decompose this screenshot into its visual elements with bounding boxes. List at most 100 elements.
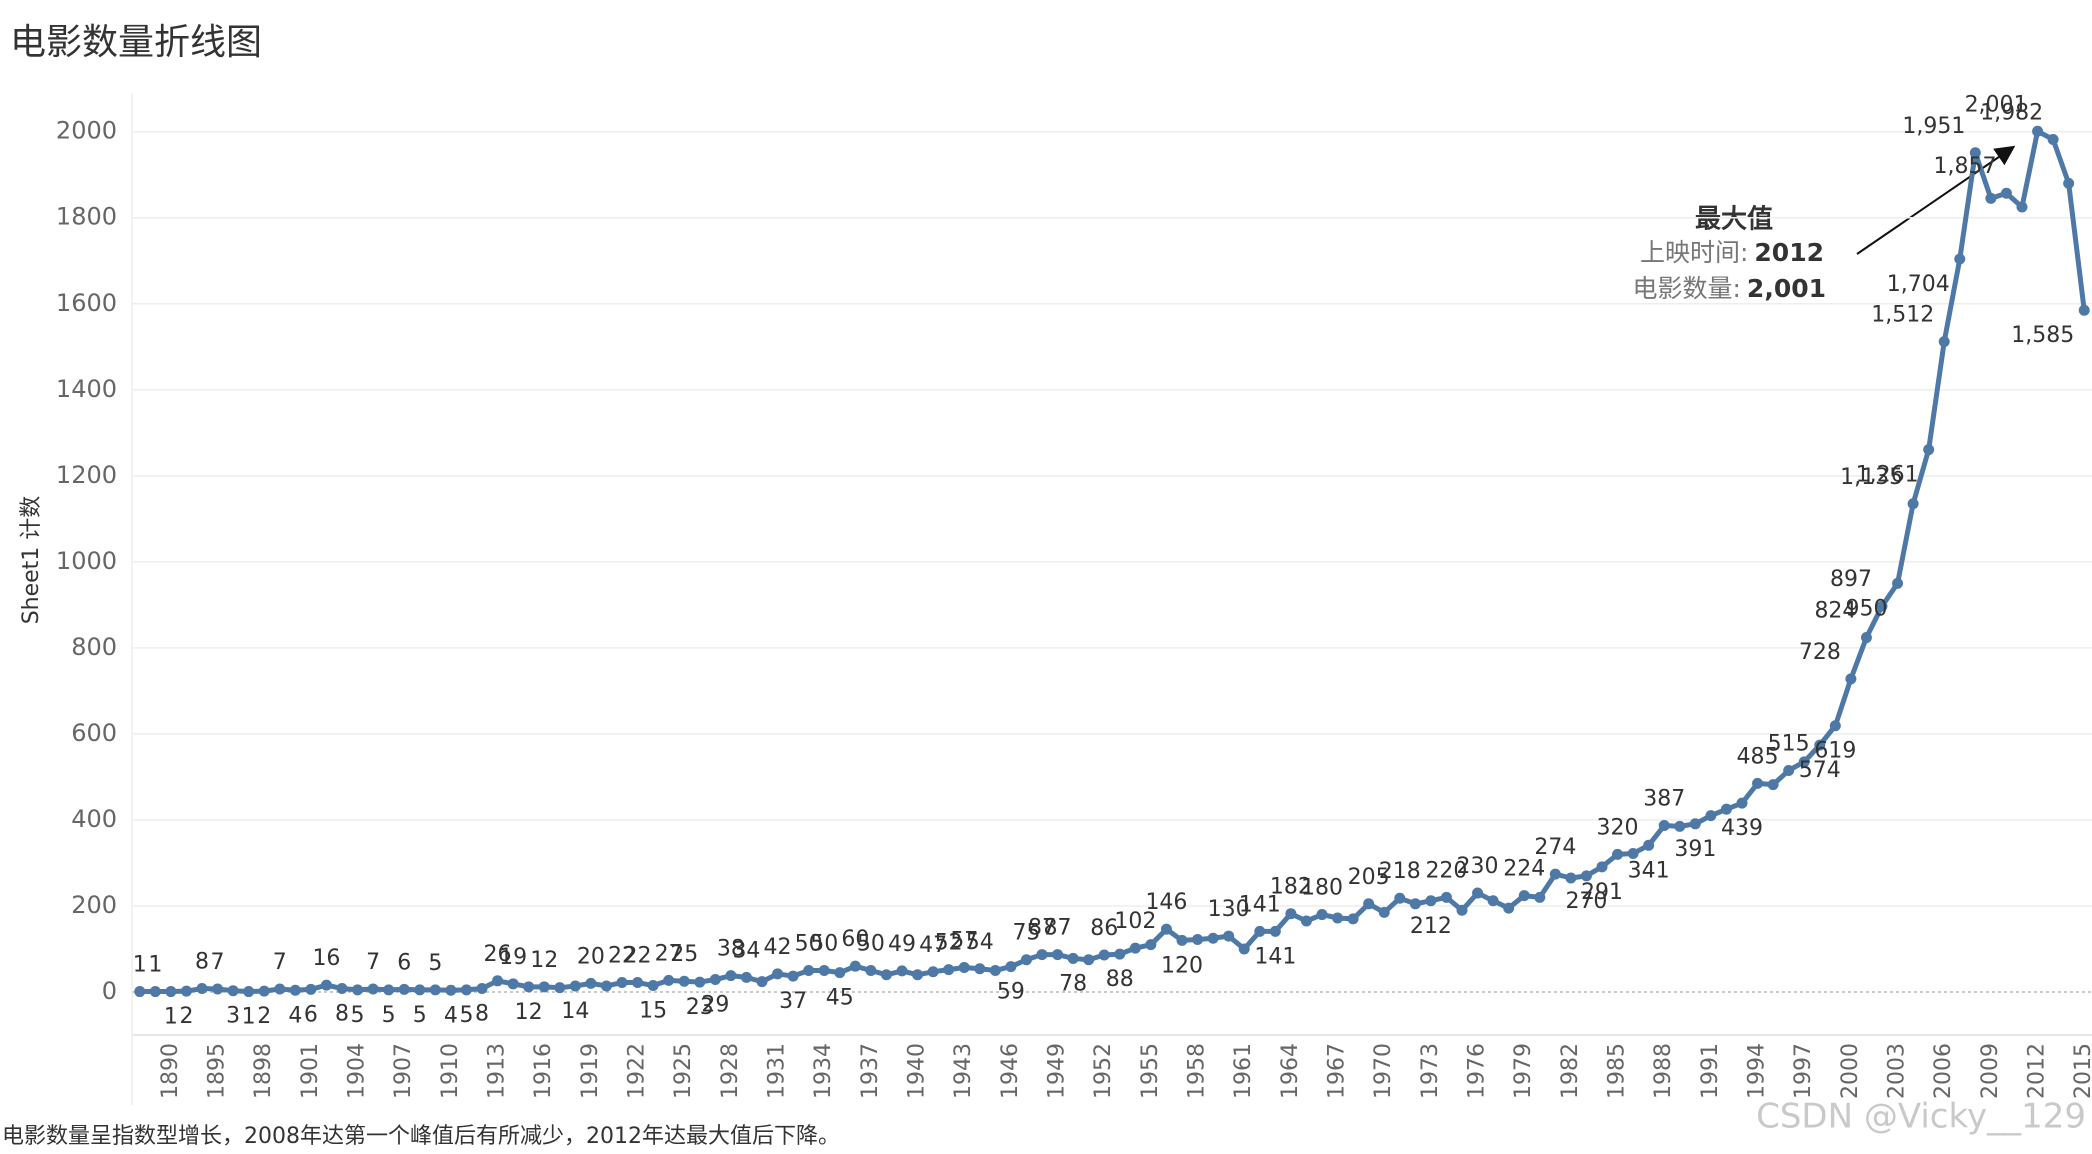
point bbox=[1907, 498, 1919, 510]
point bbox=[585, 977, 597, 989]
data-label: 59 bbox=[997, 980, 1025, 1005]
point bbox=[538, 981, 550, 993]
data-label: 8 bbox=[475, 1002, 489, 1027]
data-label: 50 bbox=[810, 931, 838, 956]
point bbox=[1565, 872, 1577, 884]
point bbox=[1160, 923, 1172, 935]
data-label: 22 bbox=[608, 944, 636, 969]
point bbox=[1472, 887, 1484, 899]
annotation-title: 最大值 bbox=[1695, 205, 1773, 235]
data-label: 515 bbox=[1768, 731, 1810, 756]
point bbox=[1347, 913, 1359, 925]
data-label: 75 bbox=[1012, 921, 1040, 946]
data-label: 29 bbox=[701, 993, 729, 1018]
point bbox=[1627, 847, 1639, 859]
point bbox=[1378, 906, 1390, 918]
x-tick-label: 1895 bbox=[205, 1043, 230, 1099]
x-tick-label: 1913 bbox=[485, 1043, 510, 1099]
point bbox=[1705, 810, 1717, 822]
x-tick-label: 1952 bbox=[1091, 1043, 1116, 1099]
point bbox=[1409, 898, 1421, 910]
point bbox=[989, 964, 1001, 976]
point bbox=[2016, 201, 2028, 213]
point bbox=[880, 969, 892, 981]
point bbox=[492, 975, 504, 987]
point bbox=[725, 970, 737, 982]
y-tick-label: 1800 bbox=[56, 203, 117, 231]
data-label: 5 bbox=[382, 1003, 396, 1028]
x-tick-label: 1934 bbox=[811, 1043, 836, 1099]
point bbox=[289, 984, 301, 996]
point bbox=[1254, 925, 1266, 937]
point bbox=[1098, 949, 1110, 961]
watermark: CSDN @Vicky__129 bbox=[1756, 1097, 2086, 1137]
x-tick-label: 1916 bbox=[531, 1043, 556, 1099]
point bbox=[398, 983, 410, 995]
point bbox=[678, 975, 690, 987]
data-label: 47 bbox=[919, 933, 947, 958]
data-label: 320 bbox=[1597, 815, 1639, 840]
data-label: 14 bbox=[561, 999, 589, 1024]
point bbox=[1192, 934, 1204, 946]
point bbox=[1829, 720, 1841, 732]
data-label: 897 bbox=[1830, 567, 1872, 592]
annotation-value: 2,001 bbox=[1747, 274, 1826, 303]
data-label: 391 bbox=[1674, 837, 1716, 862]
data-label: 42 bbox=[764, 935, 792, 960]
data-label: 205 bbox=[1348, 865, 1390, 890]
y-tick-label: 0 bbox=[102, 977, 117, 1005]
point bbox=[243, 986, 255, 998]
annotation-value: 2012 bbox=[1754, 238, 1824, 267]
point bbox=[1923, 444, 1935, 456]
data-label: 728 bbox=[1799, 640, 1841, 665]
point bbox=[1518, 890, 1530, 902]
x-tick-label: 1964 bbox=[1278, 1043, 1303, 1099]
data-label: 180 bbox=[1301, 876, 1343, 901]
point bbox=[787, 970, 799, 982]
data-label: 50 bbox=[857, 931, 885, 956]
point bbox=[1114, 948, 1126, 960]
point bbox=[1300, 915, 1312, 927]
data-label: 120 bbox=[1161, 953, 1203, 978]
data-label: 3 bbox=[226, 1004, 240, 1029]
point bbox=[1580, 870, 1592, 882]
data-label: 619 bbox=[1814, 739, 1856, 764]
point bbox=[1316, 909, 1328, 921]
data-label: 212 bbox=[1410, 914, 1452, 939]
point bbox=[554, 982, 566, 994]
point bbox=[974, 963, 986, 975]
point bbox=[1176, 934, 1188, 946]
data-label: 87 bbox=[1028, 916, 1056, 941]
data-label: 26 bbox=[484, 942, 512, 967]
data-label: 1,585 bbox=[2011, 323, 2074, 348]
point bbox=[1363, 898, 1375, 910]
x-tick-label: 1958 bbox=[1185, 1043, 1210, 1099]
point bbox=[943, 964, 955, 976]
data-label: 270 bbox=[1565, 889, 1607, 914]
data-label: 141 bbox=[1239, 892, 1281, 917]
point bbox=[1845, 673, 1857, 685]
point bbox=[2063, 177, 2075, 189]
point bbox=[1487, 895, 1499, 907]
point bbox=[1036, 949, 1048, 961]
x-tick-label: 1991 bbox=[1698, 1043, 1723, 1099]
x-tick-label: 1955 bbox=[1138, 1043, 1163, 1099]
point bbox=[1052, 949, 1064, 961]
data-label: 274 bbox=[1534, 835, 1576, 860]
point bbox=[274, 983, 286, 995]
point bbox=[1394, 892, 1406, 904]
point bbox=[2032, 125, 2044, 137]
x-tick-label: 1982 bbox=[1558, 1043, 1583, 1099]
caption: 电影数量呈指数型增长，2008年达第一个峰值后有所减少，2012年达最大值后下降… bbox=[2, 1124, 840, 1149]
data-label: 1 bbox=[133, 953, 147, 978]
point bbox=[1425, 895, 1437, 907]
point bbox=[694, 976, 706, 988]
data-label: 5 bbox=[413, 1003, 427, 1028]
point bbox=[772, 968, 784, 980]
data-label: 950 bbox=[1846, 596, 1888, 621]
x-tick-label: 1919 bbox=[578, 1043, 603, 1099]
point bbox=[367, 983, 379, 995]
point bbox=[849, 960, 861, 972]
x-tick-label: 1994 bbox=[1745, 1043, 1770, 1099]
data-label: 1 bbox=[164, 1005, 178, 1030]
